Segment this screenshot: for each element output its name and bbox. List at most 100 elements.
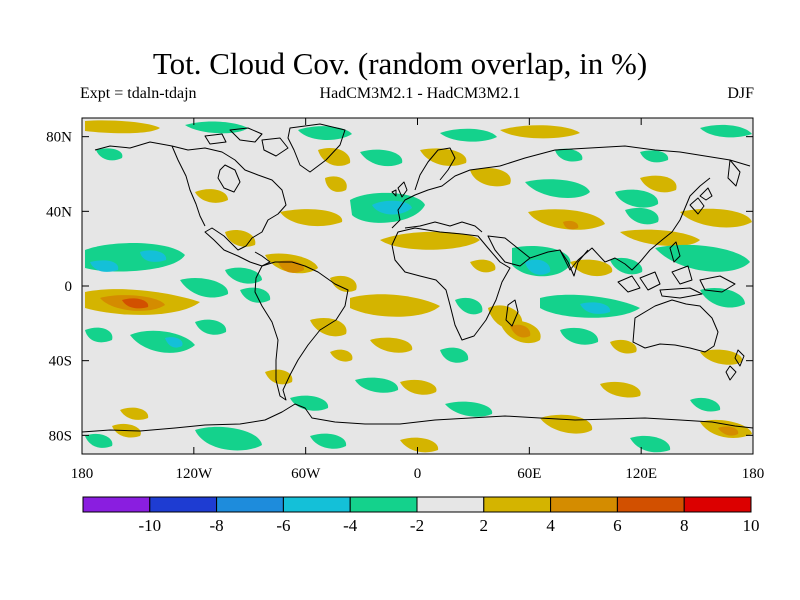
coastline-japan — [689, 187, 713, 215]
anomaly-yellow — [470, 167, 511, 187]
colorbar-swatch — [216, 496, 284, 513]
anomaly-orange — [563, 220, 579, 230]
colorbar-label: 10 — [743, 516, 760, 535]
colorbar-label: 8 — [680, 516, 689, 535]
coastline-europe — [391, 165, 501, 229]
colorbar-swatch — [616, 496, 685, 513]
anomaly-yellow — [620, 229, 700, 247]
anomaly-red-orange — [122, 298, 149, 309]
anomaly-yellow — [400, 437, 439, 453]
lon-tick-label: 60E — [517, 466, 541, 482]
colorbar-swatch — [550, 496, 618, 513]
coastline-north-america — [94, 141, 287, 267]
coastline-new-zealand — [725, 349, 745, 381]
anomaly-green — [615, 189, 659, 208]
lat-tick-label: 0 — [65, 279, 73, 295]
lon-tick-label: 180 — [742, 466, 765, 482]
colorbar-label: 6 — [613, 516, 622, 535]
colorbar-label: -10 — [138, 516, 161, 535]
colorbar-swatch — [683, 496, 752, 513]
anomaly-green — [185, 121, 248, 134]
lat-tick-label: 80N — [46, 130, 72, 146]
colorbar-swatch — [483, 496, 552, 513]
anomaly-green — [240, 287, 271, 303]
anomaly-orange — [718, 426, 739, 436]
anomaly-yellow — [600, 381, 641, 398]
colorbar-swatch — [82, 496, 151, 513]
anomaly-green — [360, 149, 403, 167]
anomaly-yellow — [195, 189, 228, 203]
anomaly-yellow — [330, 349, 353, 362]
lon-tick-label: 120E — [625, 466, 657, 482]
coastline-asia-south — [529, 177, 711, 271]
colorbar-swatch — [416, 496, 485, 513]
models-label: HadCM3M2.1 - HadCM3M2.1 — [319, 85, 521, 102]
coastline-scandinavia — [414, 147, 456, 191]
anomaly-green — [290, 395, 329, 411]
anomaly-yellow — [85, 120, 160, 134]
lon-tick-label: 0 — [414, 466, 422, 482]
anomaly-green — [640, 150, 669, 163]
cloud-anomaly-fields — [85, 120, 752, 453]
anomaly-cyan — [525, 259, 551, 275]
anomaly-green — [225, 267, 262, 284]
coastline-madagascar — [505, 299, 519, 327]
anomaly-green — [195, 426, 262, 451]
lon-tick-label: 180 — [71, 466, 94, 482]
anomaly-yellow — [500, 125, 580, 139]
anomaly-yellow — [265, 369, 293, 385]
anomaly-green — [96, 148, 123, 161]
lat-tick-label: 40N — [46, 204, 72, 220]
anomaly-green — [85, 433, 113, 448]
coastline-africa — [391, 227, 511, 341]
coastline-australia — [632, 299, 719, 353]
anomaly-yellow — [420, 148, 467, 166]
anomaly-yellow — [470, 259, 496, 273]
colorbar-label: 2 — [480, 516, 489, 535]
coastline-arabia — [487, 235, 531, 267]
anomaly-green — [610, 257, 643, 275]
anomaly-yellow — [325, 176, 347, 192]
coastline-philippines — [669, 241, 681, 263]
anomaly-cyan — [165, 337, 183, 348]
coastline-asia-north — [499, 145, 751, 167]
anomaly-yellow — [610, 339, 637, 354]
anomaly-cyan — [580, 302, 611, 314]
anomaly-green — [525, 179, 590, 198]
plot-title: Tot. Cloud Cov. (random overlap, in %) — [152, 46, 648, 81]
anomaly-yellow — [330, 275, 357, 292]
anomaly-green — [85, 327, 113, 343]
anomaly-green — [690, 397, 721, 412]
colorbar-swatch — [282, 496, 351, 513]
coastline-south-america — [254, 261, 349, 401]
anomaly-yellow — [528, 209, 605, 230]
colorbar-label: -8 — [210, 516, 224, 535]
anomaly-orange — [510, 324, 531, 338]
anomaly-green — [630, 435, 671, 453]
anomaly-yellow — [350, 294, 440, 317]
anomaly-yellow — [318, 147, 351, 166]
axis-labels: 180 120W 60W 0 60E 120E 180 80N 40N 0 40S 80S — [46, 130, 764, 482]
anomaly-green — [355, 377, 399, 393]
colorbar: -10 -8 -6 -4 -2 2 4 6 8 10 — [82, 496, 760, 535]
colorbar-label: -2 — [410, 516, 424, 535]
colorbar-label: -6 — [276, 516, 290, 535]
anomaly-green — [195, 319, 227, 335]
coastline-hudson-bay — [217, 164, 241, 193]
coastline-arctic-islands — [204, 127, 289, 157]
anomaly-yellow — [570, 259, 613, 277]
colorbar-swatch — [349, 496, 418, 513]
season-label: DJF — [727, 85, 754, 102]
lon-tick-label: 120W — [175, 466, 213, 482]
anomaly-yellow — [310, 317, 347, 337]
anomaly-green — [555, 148, 583, 162]
anomaly-yellow — [380, 231, 480, 250]
coastline-north-america-west — [171, 145, 206, 227]
anomaly-green — [445, 401, 493, 417]
colorbar-swatch — [149, 496, 218, 513]
anomaly-green — [455, 297, 483, 315]
anomaly-yellow — [700, 349, 743, 365]
anomaly-green — [180, 277, 229, 298]
coastline-antarctica — [82, 403, 753, 433]
